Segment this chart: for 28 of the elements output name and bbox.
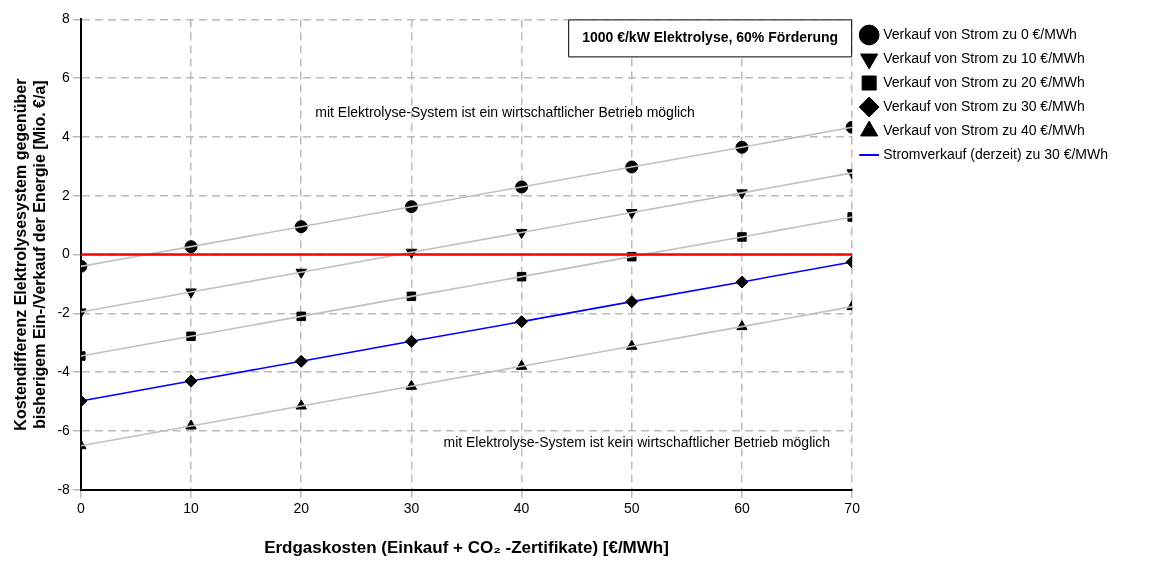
legend-label: Verkauf von Strom zu 0 €/MWh — [883, 25, 1077, 42]
y-tick-label: -6 — [57, 421, 71, 438]
x-tick-label: 50 — [623, 500, 640, 517]
x-tick-label: 0 — [76, 500, 85, 517]
legend-label: Verkauf von Strom zu 40 €/MWh — [883, 121, 1085, 138]
x-tick-label: 60 — [734, 500, 750, 517]
x-tick-label: 30 — [403, 500, 420, 517]
x-tick-label: 40 — [513, 500, 530, 517]
y-tick-label: 6 — [62, 69, 71, 86]
x-tick-label: 20 — [293, 500, 310, 517]
x-tick-label: 70 — [844, 500, 861, 517]
y-tick-label: 0 — [62, 245, 71, 262]
y-axis-title: Kostendifferenz Elektrolysesystem gegenüber bisherigem Ein-/Verkauf der Energie [Mio. €/a] — [12, 78, 49, 431]
legend-label: Verkauf von Strom zu 20 €/MWh — [883, 73, 1085, 90]
y-tick-label: 8 — [62, 10, 71, 27]
legend-label: Stromverkauf (derzeit) zu 30 €/MWh — [883, 145, 1109, 162]
legend-label: Verkauf von Strom zu 10 €/MWh — [883, 49, 1085, 66]
annotation: mit Elektrolyse-System ist kein wirtschaftlicher Betrieb möglich — [443, 433, 831, 450]
text: 1000 €/kW Elektrolyse, 60% Förderung — [582, 29, 839, 46]
y-tick-label: 2 — [62, 186, 71, 203]
y-tick-label: -4 — [57, 363, 71, 380]
x-tick-label: 10 — [183, 500, 200, 517]
annotation: mit Elektrolyse-System ist ein wirtschaftlicher Betrieb möglich — [315, 104, 695, 121]
legend-label: Verkauf von Strom zu 30 €/MWh — [883, 97, 1085, 114]
y-tick-label: -8 — [57, 480, 71, 497]
y-tick-label: 4 — [62, 127, 71, 144]
y-tick-label: -2 — [57, 304, 71, 321]
x-axis-title: Erdgaskosten (Einkauf + CO₂ -Zertifikate) [€/MWh] — [264, 538, 669, 558]
